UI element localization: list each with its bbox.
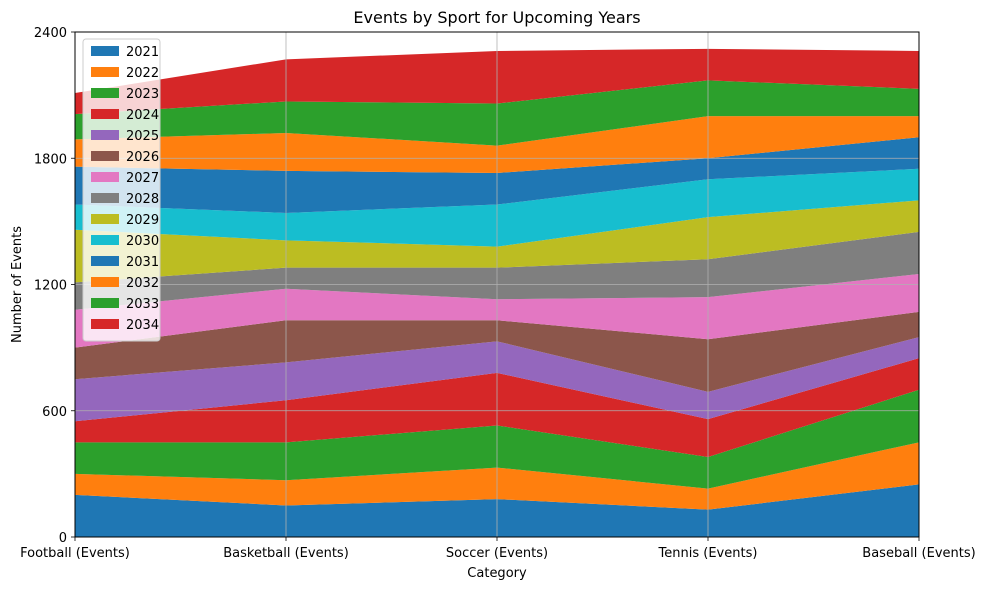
legend-label-2030: 2030 (126, 234, 159, 249)
legend-label-2024: 2024 (126, 108, 159, 123)
chart-title: Events by Sport for Upcoming Years (353, 8, 640, 27)
legend-label-2028: 2028 (126, 192, 159, 207)
legend-swatch-2032 (91, 277, 119, 287)
legend-swatch-2024 (91, 109, 119, 119)
legend-swatch-2033 (91, 298, 119, 308)
x-axis-ticks: Football (Events) Basketball (Events) Socc… (20, 537, 976, 561)
legend-label-2026: 2026 (126, 150, 159, 165)
legend-label-2034: 2034 (126, 318, 159, 333)
legend-swatch-2029 (91, 214, 119, 224)
legend-label-2029: 2029 (126, 213, 159, 228)
legend-label-2023: 2023 (126, 87, 159, 102)
legend-swatch-2028 (91, 193, 119, 203)
legend-swatch-2034 (91, 319, 119, 329)
legend: 2021 2022 2023 2024 2025 2026 2027 2028 2029 2030… (83, 39, 160, 341)
legend-swatch-2021 (91, 46, 119, 56)
x-tick-label: Baseball (Events) (862, 546, 975, 561)
legend-label-2027: 2027 (126, 171, 159, 186)
legend-label-2033: 2033 (126, 297, 159, 312)
legend-swatch-2025 (91, 130, 119, 140)
y-axis-title: Number of Events (10, 226, 25, 343)
y-tick-label: 2400 (34, 26, 67, 41)
y-axis-ticks: 0 600 1200 1800 2400 (34, 26, 75, 546)
x-tick-label: Tennis (Events) (658, 546, 758, 561)
y-tick-label: 1200 (34, 279, 67, 294)
legend-swatch-2027 (91, 172, 119, 182)
x-tick-label: Soccer (Events) (446, 546, 548, 561)
y-tick-label: 1800 (34, 152, 67, 167)
legend-box (83, 39, 160, 341)
x-axis-title: Category (467, 566, 527, 581)
legend-swatch-2023 (91, 88, 119, 98)
legend-label-2025: 2025 (126, 129, 159, 144)
legend-label-2022: 2022 (126, 66, 159, 81)
y-tick-label: 600 (42, 405, 67, 420)
legend-swatch-2026 (91, 151, 119, 161)
x-tick-label: Football (Events) (20, 546, 130, 561)
y-tick-label: 0 (59, 531, 67, 546)
legend-label-2021: 2021 (126, 45, 159, 60)
x-tick-label: Basketball (Events) (223, 546, 349, 561)
legend-swatch-2031 (91, 256, 119, 266)
legend-label-2031: 2031 (126, 255, 159, 270)
legend-swatch-2030 (91, 235, 119, 245)
legend-swatch-2022 (91, 67, 119, 77)
legend-label-2032: 2032 (126, 276, 159, 291)
